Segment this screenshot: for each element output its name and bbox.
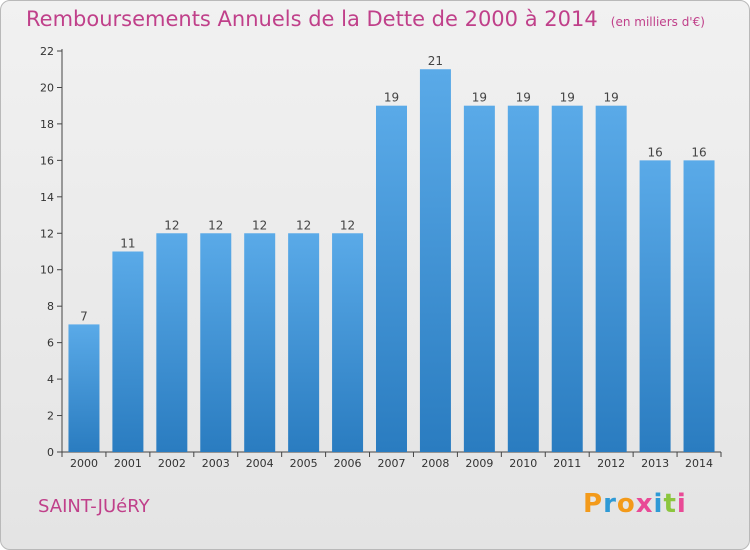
data-label: 12	[252, 218, 267, 232]
x-tick-label: 2012	[597, 457, 625, 470]
data-label: 12	[296, 218, 311, 232]
y-tick-label: 4	[47, 373, 54, 386]
y-tick-label: 14	[40, 191, 54, 204]
bar-2011	[551, 105, 583, 452]
y-tick-label: 22	[40, 45, 54, 58]
chart-title: Remboursements Annuels de la Dette de 20…	[26, 7, 705, 31]
bar-2001	[112, 251, 144, 452]
y-tick-label: 18	[40, 118, 54, 131]
bar-2003	[200, 233, 232, 452]
axes: 0 2 4 6 8 10 12 14 16 18 20 22 2000 2001 2002 2003 2004 2…	[40, 45, 722, 470]
x-tick-label: 2001	[114, 457, 142, 470]
bar-2002	[156, 233, 188, 452]
x-tick-label: 2006	[334, 457, 362, 470]
x-tick-label: 2014	[685, 457, 713, 470]
title-text: Remboursements Annuels de la Dette de 20…	[26, 7, 598, 31]
x-tick-label: 2004	[246, 457, 274, 470]
x-tick-label: 2011	[553, 457, 581, 470]
data-label: 12	[164, 218, 179, 232]
y-tick-label: 2	[47, 410, 54, 423]
bar-2007	[376, 105, 407, 452]
x-tick-label: 2000	[70, 457, 98, 470]
data-label: 16	[691, 145, 706, 159]
x-tick-label: 2002	[158, 457, 186, 470]
data-label: 11	[120, 237, 135, 251]
x-tick-label: 2003	[202, 457, 230, 470]
city-name: SAINT-JUéRY	[38, 496, 150, 517]
bar-2005	[288, 233, 320, 452]
x-tick-label: 2009	[465, 457, 493, 470]
bars	[68, 69, 715, 453]
data-label: 12	[208, 218, 223, 232]
bar-2012	[595, 105, 627, 452]
bar-2009	[463, 105, 495, 452]
bar-2004	[244, 233, 276, 452]
data-label: 21	[428, 54, 443, 68]
y-tick-label: 0	[47, 446, 54, 459]
y-tick-label: 8	[47, 300, 54, 313]
x-tick-label: 2010	[509, 457, 537, 470]
x-tick-label: 2005	[290, 457, 318, 470]
data-label: 19	[560, 91, 575, 105]
y-tick-label: 10	[40, 264, 54, 277]
y-tick-label: 20	[40, 81, 54, 94]
data-label: 19	[604, 91, 619, 105]
bar-2006	[332, 233, 364, 452]
data-label: 12	[340, 218, 355, 232]
y-tick-label: 16	[40, 154, 54, 167]
proxiti-logo[interactable]: Proxiti	[583, 489, 687, 519]
bar-2000	[68, 324, 100, 452]
data-labels: 7 11 12 12 12 12 12 19 21 19 19 19 19 16 16	[80, 54, 707, 323]
data-label: 19	[384, 91, 399, 105]
unit-text: (en milliers d'€)	[610, 15, 705, 29]
x-tick-label: 2007	[378, 457, 406, 470]
data-label: 16	[647, 145, 662, 159]
data-label: 19	[516, 91, 531, 105]
bar-2013	[639, 160, 671, 452]
data-label: 7	[80, 309, 88, 323]
x-tick-label: 2008	[421, 457, 449, 470]
x-tick-label: 2013	[641, 457, 669, 470]
y-tick-label: 6	[47, 337, 54, 350]
bar-2014	[683, 160, 715, 452]
bar-2010	[507, 105, 539, 452]
data-label: 19	[472, 91, 487, 105]
bar-2008	[419, 69, 451, 453]
y-tick-label: 12	[40, 227, 54, 240]
